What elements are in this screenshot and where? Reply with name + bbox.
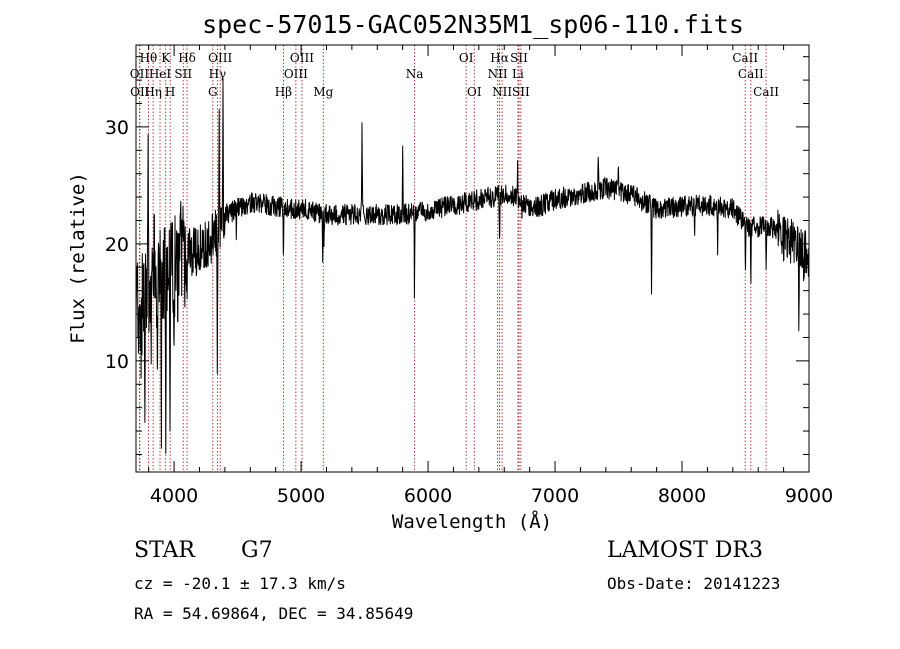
spectral-line-label: OII — [130, 67, 150, 81]
spectral-line-label: NII — [492, 85, 512, 99]
observation-date: Obs-Date: 20141223 — [607, 574, 781, 593]
y-axis-ticks: 10 20 30 — [105, 56, 809, 455]
object-subclass: G7 — [241, 538, 273, 563]
x-axis-label: Wavelength (Å) — [392, 510, 552, 533]
spectral-line-label: OI — [459, 51, 474, 65]
y-tick-label: 10 — [105, 351, 129, 373]
y-tick-label: 30 — [105, 117, 129, 139]
spectral-line-label: K — [161, 51, 171, 65]
spectral-line-label: HeI — [149, 67, 172, 81]
spectral-line-label: NII — [488, 67, 508, 81]
spectral-line-label: Hθ — [140, 51, 158, 65]
spectral-line-label: Na — [406, 67, 424, 81]
survey-name: LAMOST DR3 — [607, 538, 763, 563]
plot-frame — [135, 44, 810, 473]
spectral-line-label: Li — [512, 67, 524, 81]
redshift-readout: cz = -20.1 ± 17.3 km/s — [134, 574, 346, 593]
x-tick-label: 6000 — [404, 485, 452, 507]
spectral-line-label: SII — [174, 67, 192, 81]
spectral-line-label: OIII — [208, 51, 232, 65]
spectral-line-label: OI — [467, 85, 482, 99]
spectral-line-label: G — [208, 85, 218, 99]
x-axis-ticks: 4000 5000 6000 7000 8000 9000 — [148, 45, 833, 507]
spectral-line-label: Hγ — [209, 67, 227, 81]
spectral-line-label: H — [165, 85, 175, 99]
x-tick-label: 9000 — [785, 485, 833, 507]
coordinates-readout: RA = 54.69864, DEC = 34.85649 — [134, 604, 414, 623]
object-type: STAR — [134, 538, 195, 563]
spectral-line-label: CaII — [732, 51, 758, 65]
spectral-line-label: Hα — [490, 51, 509, 65]
x-tick-label: 7000 — [531, 485, 579, 507]
spectrum-series-line — [135, 78, 810, 454]
y-tick-label: 20 — [105, 234, 129, 256]
spectral-line-label: Hδ — [178, 51, 196, 65]
spectral-line-label: SII — [512, 85, 530, 99]
spectral-line-markers — [138, 45, 767, 472]
spectral-line-label: CaII — [738, 67, 764, 81]
x-tick-label: 4000 — [150, 485, 198, 507]
spectral-line-label: Hβ — [275, 85, 292, 99]
spectral-line-label: OIII — [284, 67, 308, 81]
spectral-line-label: OII — [130, 85, 150, 99]
spectral-line-label: Mg — [313, 85, 333, 99]
spectral-line-label: CaII — [753, 85, 779, 99]
x-tick-label: 8000 — [658, 485, 706, 507]
x-tick-label: 5000 — [277, 485, 325, 507]
y-axis-label: Flux (relative) — [67, 172, 89, 344]
chart-title: spec-57015-GAC052N35M1_sp06-110.fits — [202, 10, 744, 39]
spectral-line-label: SII — [510, 51, 528, 65]
spectral-line-label: Hη — [144, 85, 162, 99]
spectral-line-labels: OII OII Hθ Hη HeI K H SII Hδ G Hγ OIII Hβ OIII OIII Mg N… — [130, 51, 779, 99]
spectral-line-label: OIII — [290, 51, 314, 65]
